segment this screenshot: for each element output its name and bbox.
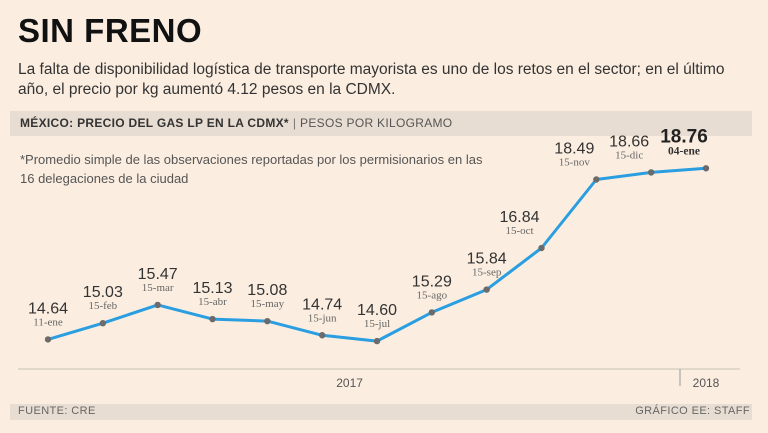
data-point [154,301,161,309]
data-label: 15.03 [83,284,123,301]
data-label: 15.29 [412,273,452,290]
category-label: 11-ene [33,316,63,328]
category-label: 15-mar [142,282,174,294]
data-label: 15.08 [247,282,287,299]
data-point [373,337,381,345]
data-point [647,169,655,176]
footer-credit: GRÁFICO EE: STAFF [635,405,750,417]
category-label: 15-jun [308,312,337,324]
category-label: 15-nov [559,156,591,168]
data-label: 18.66 [609,133,649,150]
category-label: 15-dic [615,149,643,161]
data-label: 15.84 [467,251,507,268]
data-label: 18.49 [554,140,594,157]
category-label: 04-ene [668,145,700,157]
data-point [483,286,490,293]
category-label: 15-abr [198,296,227,308]
year-label: 2017 [336,376,363,390]
chart-units: PESOS POR KILOGRAMO [300,116,453,130]
chart-header: MÉXICO: PRECIO DEL GAS LP EN LA CDMX* | PE… [10,111,752,136]
category-label: 15-feb [88,300,117,312]
data-point [538,244,545,252]
chart-title: MÉXICO: PRECIO DEL GAS LP EN LA CDMX* [20,116,289,130]
category-label: 15-oct [505,225,533,237]
data-label: 14.74 [302,296,342,313]
category-label: 15-sep [472,267,502,279]
chart-note: *Promedio simple de las observaciones re… [20,152,483,186]
data-label: 15.47 [138,266,178,283]
data-label: 18.76 [660,126,708,147]
data-point [318,332,326,339]
data-label: 14.60 [357,302,397,319]
category-label: 15-may [251,298,285,310]
page-subtitle: La falta de disponibilidad logística de … [18,61,725,98]
data-point [593,176,600,183]
data-point [264,317,271,325]
category-label: 15-ago [417,289,448,301]
footer-bar [10,404,752,420]
chart-header-separator: | [292,116,297,130]
year-label: 2018 [693,376,720,390]
page-title: SIN FRENO [18,12,203,49]
category-label: 15-jul [364,318,390,330]
data-label: 15.13 [192,280,232,297]
footer-source: FUENTE: CRE [18,405,96,417]
data-point [209,315,216,323]
data-label: 14.64 [28,300,68,317]
data-point [428,309,436,316]
data-point [99,320,107,327]
data-label: 16.84 [499,209,539,226]
data-point [44,336,52,343]
data-point [702,165,710,172]
